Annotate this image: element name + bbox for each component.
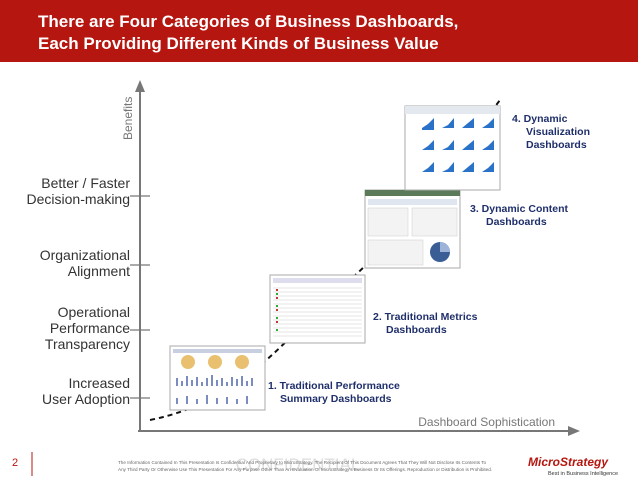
logo-name: MicroStrategy — [528, 455, 609, 469]
x-axis-label: Dashboard Sophistication — [418, 415, 555, 429]
stage-label: 1. Traditional Performance — [268, 380, 400, 392]
axis-ticks — [130, 195, 150, 399]
benefit: Better / Faster — [41, 175, 130, 191]
thumbnail — [364, 189, 461, 269]
benefit: Transparency — [45, 336, 130, 352]
stage-label: Dashboards — [526, 139, 587, 151]
benefit: Increased — [69, 375, 130, 391]
y-axis-label: Benefits — [121, 97, 135, 140]
thumbnail — [169, 345, 266, 411]
title-line: Each Providing Different Kinds of Busine… — [38, 34, 439, 53]
header-band — [0, 0, 638, 62]
stage-label: Dashboards — [486, 216, 547, 228]
arrow — [568, 426, 580, 436]
page-number: 2 — [12, 457, 18, 469]
benefit: Organizational — [40, 247, 130, 263]
logo-tagline: Best in Business Intelligence — [548, 471, 618, 477]
stage-label: 4. Dynamic — [512, 113, 568, 125]
disclaimer: Any Third Party Or Otherwise Use This Pr… — [118, 467, 492, 472]
thumbnail — [269, 274, 366, 344]
benefit: Operational — [58, 304, 130, 320]
benefit: Decision-making — [27, 191, 130, 207]
thumbnail — [404, 105, 501, 191]
benefit: Performance — [50, 320, 130, 336]
title-line: There are Four Categories of Business Da… — [38, 12, 458, 31]
benefit: User Adoption — [42, 391, 130, 407]
stage-label: Dashboards — [386, 324, 447, 336]
stage-label: Visualization — [526, 126, 590, 138]
stage-label: 3. Dynamic Content — [470, 203, 569, 215]
stage-label: Summary Dashboards — [280, 393, 392, 405]
benefit: Alignment — [68, 263, 130, 279]
disclaimer: The Information Contained In This Presen… — [118, 460, 487, 465]
stage-label: 2. Traditional Metrics — [373, 311, 478, 323]
confidential-mark: CONFIDENTIAL — [236, 455, 361, 474]
arrow — [135, 80, 145, 92]
